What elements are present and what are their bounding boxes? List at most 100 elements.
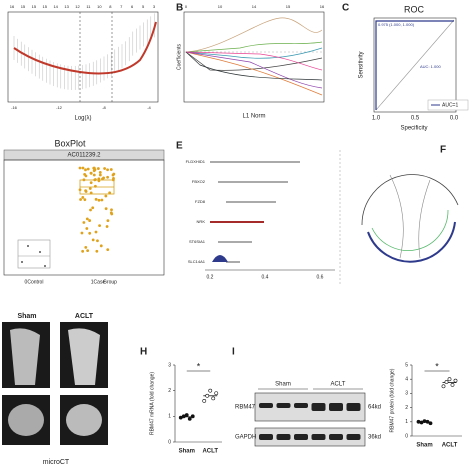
case-point — [106, 248, 110, 252]
band — [276, 434, 291, 440]
case-point — [110, 208, 113, 212]
x-tick-label: 0.0 — [450, 116, 459, 122]
roc-xlabel: Specificity — [400, 126, 427, 132]
point — [441, 384, 446, 389]
case-point — [99, 244, 103, 248]
y-tick-label: 5 — [405, 362, 408, 368]
top-tick-label: 5 — [142, 4, 145, 9]
case-point — [106, 175, 110, 179]
y-tick-label: 0 — [405, 433, 408, 439]
band — [259, 403, 273, 408]
case-point — [81, 196, 85, 199]
case-point — [91, 206, 95, 210]
top-tick-label: 13 — [64, 4, 69, 9]
group-xlabel: Group — [103, 279, 117, 285]
top-tick-label: 7 — [120, 4, 123, 9]
point — [202, 399, 207, 403]
gene-label: FLDXHID1 — [186, 159, 206, 164]
forest-plot: FLDXHID1 FBXO2 FZD8 NRK ST6SIA1 SLC14A1 0.2 0.4… — [186, 159, 335, 280]
case-point — [86, 167, 90, 171]
top-tick-label: 14 — [53, 4, 58, 9]
case-point — [105, 225, 109, 228]
case-point — [103, 167, 106, 170]
top-tick-label: 15 — [286, 4, 291, 9]
x-tick-label: -12 — [56, 105, 63, 110]
band — [294, 434, 308, 440]
top-tick-label: 15 — [32, 4, 37, 9]
x-tick-label: ACLT — [442, 443, 458, 449]
x-tick-label: 0.4 — [262, 274, 269, 280]
band — [311, 434, 326, 440]
band — [259, 434, 273, 440]
roc-legend-text: AUC=1 — [442, 102, 458, 108]
case-point — [78, 188, 82, 192]
roc-auc-label: AUC: 1.000 — [420, 64, 441, 69]
y-tick-label: 1 — [168, 414, 171, 420]
point — [187, 416, 192, 421]
case-point — [111, 178, 115, 182]
x-tick-label: Sham — [416, 443, 432, 449]
top-tick-label: 10 — [97, 4, 102, 9]
blot-size: 64kd — [368, 405, 381, 411]
case-point — [79, 198, 82, 201]
point — [184, 413, 189, 417]
y-axis-label: RBM47 protein (fold change) — [389, 368, 395, 432]
point — [422, 419, 427, 423]
microct-images — [2, 322, 108, 445]
top-tick-label: 12 — [75, 4, 80, 9]
y-tick-label: 2 — [405, 405, 408, 411]
blot-size: 36kd — [368, 435, 381, 441]
path-xlabel: L1 Norm — [242, 114, 265, 120]
point — [208, 388, 213, 393]
case-point — [89, 181, 93, 185]
panel-label: H — [140, 347, 147, 358]
case-point — [92, 173, 96, 177]
boxplot-title: BoxPlot — [54, 138, 86, 148]
case-point — [96, 167, 100, 170]
top-tick-label: 8 — [109, 4, 112, 9]
x-tick-label: 1.0 — [372, 116, 381, 122]
point — [453, 378, 458, 383]
boxplot-strip-text: AC011239.2 — [68, 153, 102, 159]
boxplot-frame — [3, 159, 165, 276]
case-point — [98, 173, 102, 177]
top-tick-label: 15 — [43, 4, 48, 9]
x-tick-label: 1Case — [91, 279, 106, 285]
case-point — [82, 178, 86, 182]
blot-row: RBM47 — [235, 405, 256, 411]
case-point — [84, 245, 88, 249]
blot-group: ACLT — [331, 382, 346, 388]
point — [211, 396, 216, 401]
panel-label: E — [176, 141, 183, 152]
case-point — [95, 249, 99, 253]
control-point — [44, 265, 46, 267]
point — [447, 377, 452, 382]
top-tick-label: 11 — [86, 4, 91, 9]
case-point — [93, 178, 97, 182]
y-tick-label: 2 — [168, 388, 171, 394]
x-tick-label: 0Control — [25, 279, 44, 285]
blot-group: Sham — [275, 382, 291, 388]
panel-label: I — [232, 347, 235, 358]
significance: * — [435, 361, 439, 371]
point — [416, 419, 421, 424]
case-point — [104, 194, 108, 198]
gene-label: FBXO2 — [192, 179, 206, 184]
top-tick-label: 16 — [320, 4, 325, 9]
band — [346, 434, 361, 440]
gene-label: ST6SIA1 — [189, 239, 206, 244]
case-point — [84, 168, 87, 172]
case-point — [88, 231, 92, 235]
panel-label: B — [176, 3, 183, 14]
case-point — [83, 198, 87, 202]
x-tick-label: ACLT — [202, 449, 218, 455]
band — [311, 403, 326, 411]
top-tick-label: 0 — [185, 4, 188, 9]
case-point — [102, 176, 106, 180]
control-point — [21, 261, 23, 263]
case-point — [78, 166, 82, 170]
control-point — [39, 251, 41, 253]
roc-diagonal — [375, 19, 455, 111]
significance: * — [197, 361, 201, 371]
case-point — [98, 171, 102, 174]
